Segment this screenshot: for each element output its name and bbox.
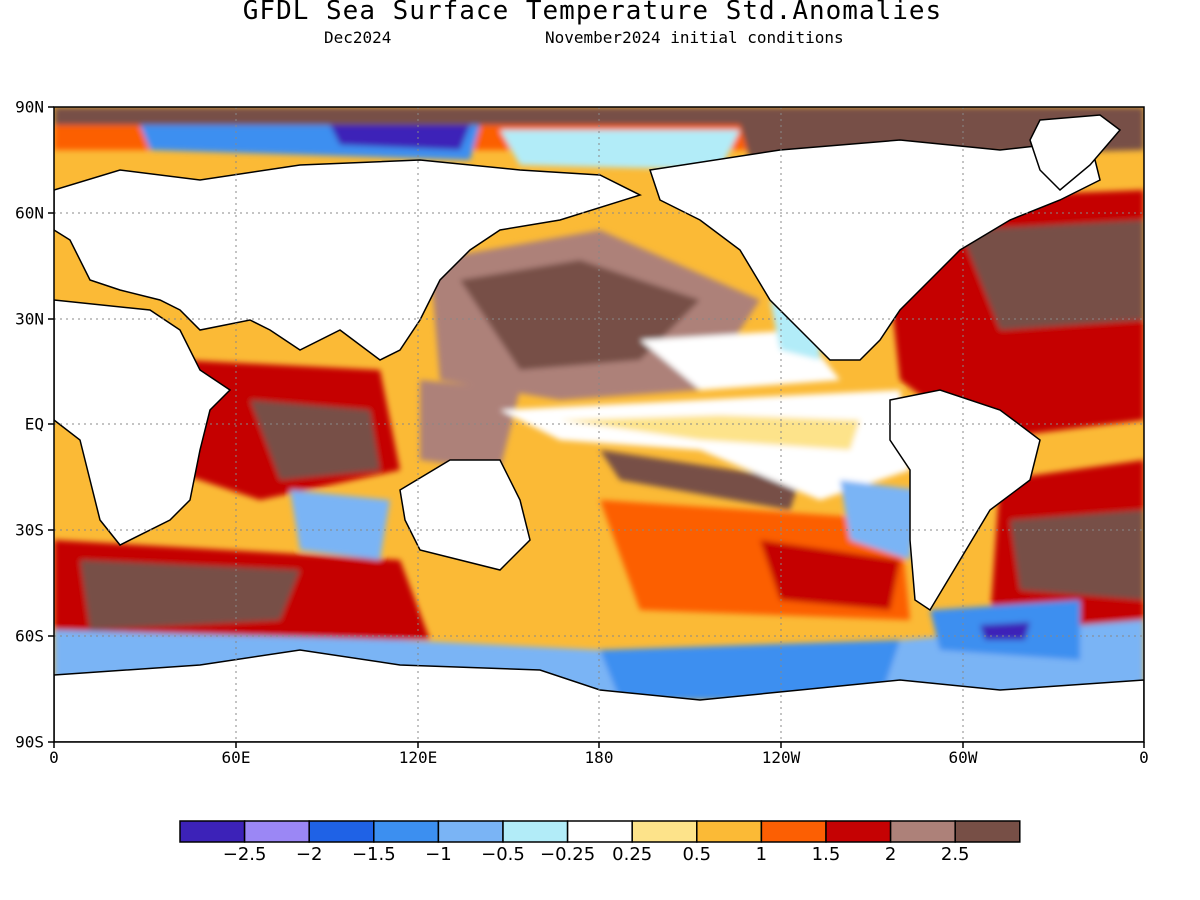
lat-label-30s: 30S [15, 520, 44, 540]
lat-label-60s: 60S [15, 626, 44, 646]
colorbar-swatch [954, 820, 1021, 843]
lon-label-180: 180 [584, 748, 614, 767]
lon-label-120e: 120E [398, 748, 438, 767]
axis-ticks [48, 106, 1145, 748]
colorbar-swatch [566, 820, 633, 843]
colorbar-swatch [502, 820, 569, 843]
colorbar-swatch [760, 820, 827, 843]
colorbar-label: −0.5 [481, 844, 525, 865]
colorbar-swatch [889, 820, 956, 843]
colorbar-label: 2 [884, 844, 897, 865]
colorbar-label: −1 [425, 844, 452, 865]
lat-label-90n: 90N [15, 97, 44, 117]
initial-conditions-label: November2024 initial conditions [545, 28, 844, 47]
lon-label-120w: 120W [761, 748, 801, 767]
colorbar-label: −1.5 [351, 844, 396, 865]
colorbar [179, 820, 1021, 843]
colorbar-label: 0.5 [682, 844, 712, 865]
colorbar-swatch [179, 820, 246, 843]
colorbar-swatch [243, 820, 310, 843]
colorbar-swatch [631, 820, 698, 843]
colorbar-label: 1.5 [811, 844, 841, 865]
colorbar-label: −2 [295, 844, 323, 865]
colorbar-swatch [825, 820, 892, 843]
lat-label-30n: 30N [15, 309, 44, 329]
map-title: GFDL Sea Surface Temperature Std.Anomali… [242, 0, 943, 26]
sst-field [54, 107, 1144, 742]
lat-label-eq: EQ [24, 414, 44, 434]
colorbar-label: −0.25 [540, 844, 596, 865]
lon-label-0: 0 [49, 748, 59, 767]
lon-label-60e: 60E [221, 748, 251, 767]
lon-label-60w: 60W [948, 748, 978, 767]
colorbar-label: −2.5 [222, 844, 267, 865]
colorbar-swatch [696, 820, 763, 843]
colorbar-swatch [437, 820, 504, 843]
lon-label-0-east: 0 [1139, 748, 1149, 767]
colorbar-swatch [373, 820, 440, 843]
graticule [54, 107, 1144, 742]
colorbar-label: 1 [755, 844, 768, 865]
colorbar-label: 2.5 [940, 844, 970, 865]
forecast-month: Dec2024 [324, 28, 392, 47]
colorbar-swatch [308, 820, 375, 843]
colorbar-label: 0.25 [612, 844, 653, 865]
lat-label-60n: 60N [15, 203, 44, 223]
lat-label-90s: 90S [15, 732, 44, 752]
